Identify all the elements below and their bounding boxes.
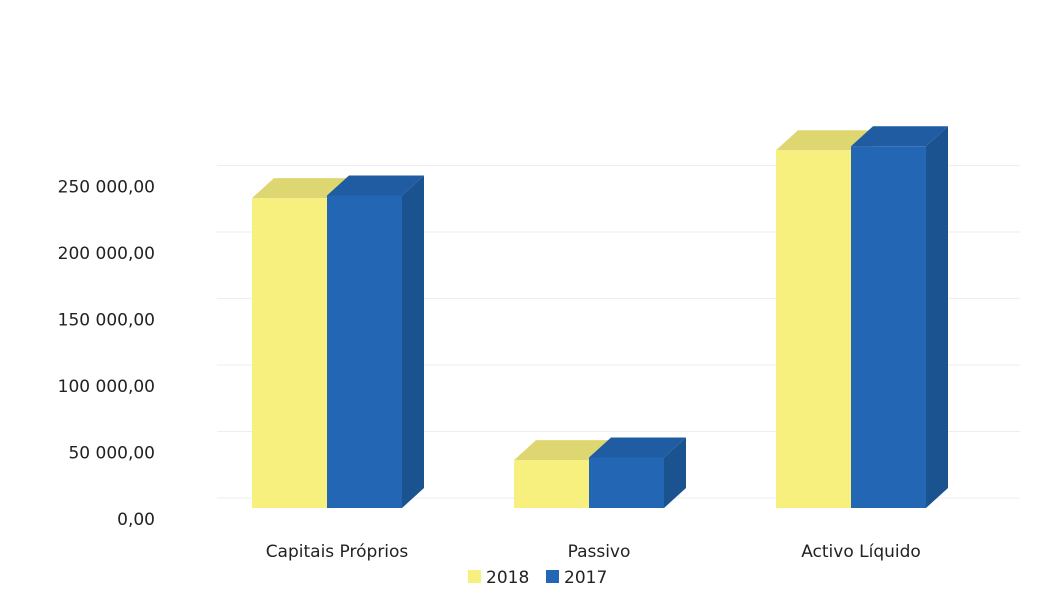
legend-label: 2017	[564, 568, 607, 588]
bar-top	[252, 178, 349, 199]
bar-side	[664, 437, 686, 508]
y-tick-label: 0,00	[117, 510, 155, 530]
legend-label: 2018	[486, 568, 529, 588]
y-tick-label: 50 000,00	[68, 444, 155, 464]
y-tick-label: 150 000,00	[58, 311, 155, 331]
y-tick-label: 250 000,00	[58, 178, 155, 198]
bar	[851, 146, 926, 509]
bar	[327, 195, 402, 508]
bar-side	[402, 175, 424, 508]
bar-top	[851, 126, 948, 147]
bar-top	[514, 440, 611, 461]
y-tick-label: 200 000,00	[58, 244, 155, 264]
bar	[589, 457, 664, 508]
legend-swatch	[546, 570, 559, 583]
bar	[776, 150, 851, 509]
y-tick-label: 100 000,00	[58, 377, 155, 397]
bar-top	[327, 175, 424, 196]
bar-top	[776, 130, 873, 151]
bar	[514, 460, 589, 508]
x-tick-label: Passivo	[568, 542, 631, 562]
bar	[252, 198, 327, 509]
x-tick-label: Capitais Próprios	[266, 542, 409, 562]
x-tick-label: Activo Líquido	[801, 542, 921, 562]
bar-top	[589, 437, 686, 458]
legend-swatch	[468, 570, 481, 583]
bar-side	[926, 126, 948, 509]
